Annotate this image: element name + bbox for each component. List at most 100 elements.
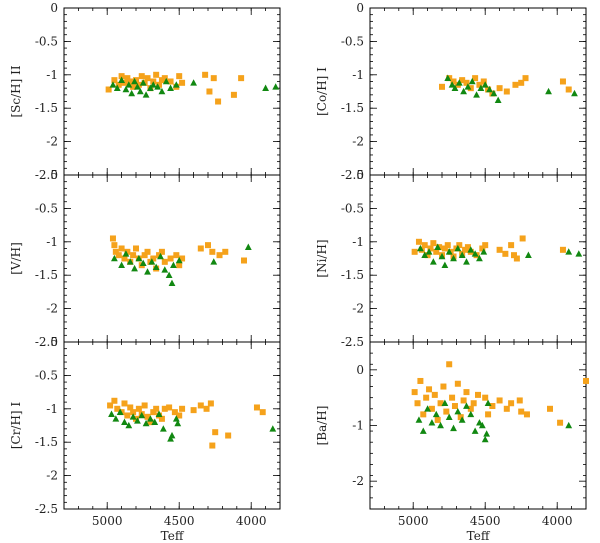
data-point-triangle — [131, 264, 138, 272]
y-tick-label: -1 — [352, 235, 364, 249]
y-tick-label: -0.5 — [35, 201, 58, 215]
data-point-square — [161, 405, 168, 412]
y-tick-label: -1 — [46, 402, 58, 416]
data-point-square — [431, 391, 438, 398]
data-point-triangle — [138, 411, 146, 419]
data-point-square — [518, 79, 525, 86]
data-point-triangle — [471, 427, 479, 434]
data-point-square — [449, 394, 456, 401]
data-point-square — [253, 404, 260, 411]
data-point-square — [523, 411, 530, 418]
data-point-triangle — [108, 410, 115, 417]
data-point-triangle — [244, 243, 252, 250]
panel-4: 0 -0.5 -1 -1.5 -2 -2.5 [Ni/H] — [315, 168, 587, 349]
data-point-triangle — [168, 431, 176, 439]
data-point-square — [203, 405, 210, 412]
data-point-square — [411, 248, 418, 255]
data-point-triangle — [144, 268, 151, 275]
data-point-square — [420, 411, 427, 418]
y-tick-label: -0.5 — [35, 34, 58, 48]
data-point-square — [508, 400, 515, 407]
y-axis-label: [Ba/H] — [315, 406, 329, 446]
data-point-square — [153, 405, 160, 412]
data-point-square — [446, 361, 453, 368]
data-point-triangle — [142, 419, 150, 427]
y-tick-label: -1.5 — [341, 268, 364, 282]
data-point-square — [209, 442, 216, 449]
data-point-square — [111, 397, 118, 404]
data-point-triangle — [134, 83, 141, 90]
data-point-triangle — [121, 418, 128, 425]
y-tick-label: -1.5 — [35, 268, 58, 282]
data-point-square — [190, 407, 197, 414]
data-point-triangle — [421, 251, 429, 258]
data-point-square — [259, 409, 266, 416]
data-point-square — [241, 257, 247, 264]
data-point-triangle — [139, 259, 147, 266]
data-point-square — [150, 409, 157, 416]
data-point-square — [144, 75, 151, 82]
data-point-square — [124, 412, 131, 419]
data-point-square — [124, 248, 131, 255]
data-point-square — [522, 75, 529, 82]
data-point-square — [176, 262, 183, 269]
data-point-triangle — [175, 256, 183, 264]
x-axis-label: Teff — [161, 529, 185, 543]
data-point-square — [112, 248, 119, 255]
data-point-square — [441, 245, 448, 252]
y-axis-label: [V/H] — [9, 242, 23, 275]
y-tick-label: -2.5 — [341, 335, 364, 349]
data-point-triangle — [112, 415, 120, 422]
y-axis-label: [Co/H] I — [315, 67, 329, 116]
data-point-triangle — [484, 399, 492, 407]
y-tick-label: -1 — [46, 235, 58, 249]
data-point-square — [176, 73, 183, 80]
data-point-triangle — [126, 258, 134, 265]
data-point-triangle — [450, 424, 457, 432]
data-point-square — [464, 244, 471, 251]
data-point-triangle — [481, 435, 489, 443]
data-point-triangle — [129, 413, 137, 420]
data-point-triangle — [118, 76, 125, 83]
data-point-square — [454, 380, 461, 387]
data-point-square — [179, 79, 186, 86]
data-point-square — [489, 403, 496, 410]
data-point-triangle — [122, 85, 130, 93]
data-point-square — [144, 248, 151, 255]
data-point-square — [519, 235, 526, 242]
data-point-square — [547, 405, 553, 412]
y-tick-label: -1.5 — [35, 435, 58, 449]
data-point-triangle — [467, 246, 475, 253]
data-point-square — [141, 402, 148, 409]
data-point-square — [210, 75, 217, 82]
data-point-triangle — [272, 83, 280, 90]
y-axis-label: [Ni/H] — [315, 239, 329, 277]
data-point-triangle — [467, 410, 475, 418]
data-point-triangle — [172, 81, 180, 88]
panel-frame — [63, 341, 281, 510]
data-point-triangle — [425, 248, 433, 255]
data-point-square — [133, 245, 139, 252]
data-point-triangle — [158, 87, 166, 95]
data-point-triangle — [445, 248, 453, 255]
data-point-square — [415, 238, 422, 245]
data-point-square — [109, 235, 116, 242]
data-point-square — [421, 242, 428, 249]
data-point-square — [518, 408, 525, 415]
data-point-square — [212, 429, 219, 436]
data-point-square — [158, 415, 165, 422]
panel-1: 0 -0.5 -1 -1.5 -2 -2.5 [Sc/H] II — [9, 1, 281, 182]
data-point-triangle — [131, 77, 138, 85]
data-point-square — [115, 252, 122, 259]
data-point-triangle — [464, 83, 472, 90]
data-point-triangle — [525, 251, 532, 258]
data-point-square — [437, 400, 444, 407]
y-tick-label: -2 — [352, 135, 364, 149]
y-tick-label: -2 — [46, 302, 58, 316]
data-point-triangle — [162, 77, 170, 85]
data-point-square — [111, 242, 118, 249]
data-point-triangle — [441, 261, 449, 268]
data-point-triangle — [122, 250, 130, 257]
data-point-square — [150, 255, 157, 262]
data-point-triangle — [174, 419, 182, 427]
